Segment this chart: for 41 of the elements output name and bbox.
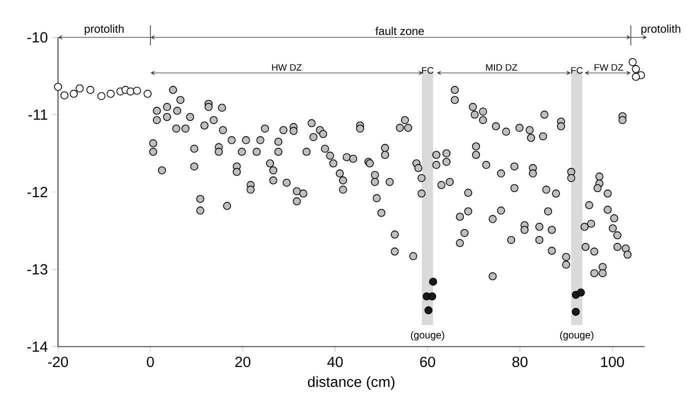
- y-tick-label: -14: [27, 342, 48, 352]
- point: [428, 292, 436, 300]
- y-tick-label: -12: [27, 186, 48, 198]
- text: protolith: [84, 24, 124, 36]
- point: [424, 306, 432, 314]
- point: [97, 92, 106, 100]
- point: [54, 82, 62, 91]
- point: [632, 65, 640, 74]
- x-tick-label: 80: [512, 356, 528, 368]
- point: [126, 87, 135, 96]
- x-tick-label: 100: [601, 356, 624, 368]
- x-tick-label: -20: [48, 356, 68, 368]
- annotation: FC: [571, 67, 583, 74]
- y-tick-label: -11: [28, 110, 48, 120]
- band-label: (gouge): [560, 331, 594, 340]
- x-tick-label: 40: [327, 356, 343, 368]
- point: [76, 84, 84, 92]
- point: [86, 86, 94, 94]
- point: [632, 72, 640, 81]
- x-tick-label: 0: [146, 356, 154, 368]
- text: protolith: [641, 24, 680, 36]
- point: [429, 278, 438, 286]
- point: [133, 86, 141, 95]
- annotation: FW DZ: [594, 64, 624, 71]
- y-tick-label: -10: [27, 32, 48, 43]
- annotation: HW DZ: [272, 64, 302, 71]
- point: [106, 90, 115, 98]
- point: [70, 90, 78, 98]
- x-tick-label: 20: [235, 356, 250, 368]
- x-axis-title: distance (cm): [308, 376, 394, 390]
- point: [60, 91, 68, 100]
- point: [144, 90, 152, 98]
- point: [572, 308, 580, 316]
- point: [576, 288, 585, 297]
- annotation: MID DZ: [486, 64, 518, 71]
- y-tick-label: -13: [27, 264, 48, 275]
- band-label: (gouge): [410, 331, 444, 340]
- point: [628, 58, 637, 66]
- text: fault zone: [375, 26, 424, 36]
- annotation: FC: [422, 67, 434, 74]
- x-tick-label: 60: [420, 356, 436, 368]
